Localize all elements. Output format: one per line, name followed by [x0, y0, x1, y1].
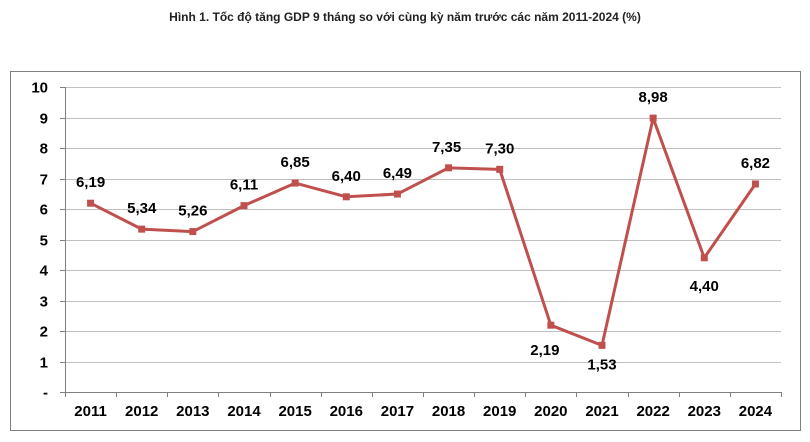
data-label-2015: 6,85 — [281, 154, 310, 171]
data-label-2017: 6,49 — [383, 165, 412, 182]
x-tick-label-2020: 2020 — [534, 403, 567, 420]
data-label-2021: 1,53 — [587, 356, 616, 373]
data-point-2015 — [291, 179, 299, 187]
series-line — [89, 116, 757, 347]
y-tick-label: 10 — [31, 80, 48, 97]
x-tick-label-2013: 2013 — [176, 403, 209, 420]
data-point-2012 — [138, 225, 146, 233]
y-tick-label: 6 — [40, 202, 48, 219]
y-tick-label: 4 — [40, 263, 49, 280]
y-tick-label: 1 — [40, 355, 48, 372]
x-tick-label-2015: 2015 — [278, 403, 311, 420]
data-label-2013: 5,26 — [178, 203, 207, 220]
data-label-2016: 6,40 — [332, 168, 361, 185]
data-label-2020: 2,19 — [530, 342, 559, 359]
chart-title: Hình 1. Tốc độ tăng GDP 9 tháng so với c… — [169, 10, 641, 24]
y-tick-label: 7 — [40, 172, 48, 189]
data-point-2024 — [751, 180, 759, 188]
x-tick-label-2019: 2019 — [483, 403, 516, 420]
x-tick-label-2017: 2017 — [381, 403, 414, 420]
x-tick-label-2021: 2021 — [585, 403, 618, 420]
data-point-2021 — [598, 341, 606, 349]
data-point-2022 — [649, 114, 657, 122]
data-label-2012: 5,34 — [127, 200, 157, 217]
data-point-2016 — [342, 193, 350, 201]
data-point-2019 — [496, 165, 504, 173]
y-tick-label: 8 — [40, 141, 48, 158]
data-label-2011: 6,19 — [76, 174, 105, 191]
x-tick-label-2023: 2023 — [688, 403, 721, 420]
y-axis-ticks: - 1 2 3 4 5 6 7 8 9 10 — [31, 80, 48, 402]
data-label-2023: 4,40 — [690, 278, 719, 295]
x-tick-label-2024: 2024 — [739, 403, 773, 420]
series-layer — [87, 114, 759, 349]
x-tick-label-2018: 2018 — [432, 403, 465, 420]
y-tick-label: 2 — [40, 324, 48, 341]
axes — [60, 87, 782, 397]
data-point-2014 — [240, 202, 248, 210]
data-label-2024: 6,82 — [741, 155, 770, 172]
x-tick-label-2016: 2016 — [330, 403, 363, 420]
x-tick-label-2012: 2012 — [125, 403, 158, 420]
data-label-2022: 8,98 — [639, 89, 668, 106]
chart-frame — [10, 71, 801, 431]
data-point-2020 — [547, 321, 555, 329]
data-labels: 6,19 5,34 5,26 6,11 6,85 6,40 6,49 7,35 7,30 2,19… — [76, 89, 770, 373]
x-tick-label-2014: 2014 — [227, 403, 261, 420]
data-point-2023 — [700, 254, 708, 262]
data-point-2017 — [393, 190, 401, 198]
y-tick-label: - — [43, 385, 48, 402]
x-axis-ticks: 2011 2012 2013 2014 2015 2016 2017 2018 2019 2020… — [74, 403, 772, 420]
data-point-2018 — [445, 164, 453, 172]
gridlines — [65, 87, 781, 363]
y-tick-label: 9 — [40, 111, 48, 128]
y-tick-label: 3 — [40, 294, 48, 311]
x-tick-label-2011: 2011 — [74, 403, 107, 420]
data-point-2013 — [189, 228, 197, 236]
data-label-2019: 7,30 — [485, 140, 514, 157]
data-label-2014: 6,11 — [230, 177, 258, 194]
data-label-2018: 7,35 — [432, 139, 461, 156]
x-tick-label-2022: 2022 — [636, 403, 669, 420]
data-point-2011 — [87, 199, 95, 207]
y-tick-label: 5 — [40, 233, 48, 250]
